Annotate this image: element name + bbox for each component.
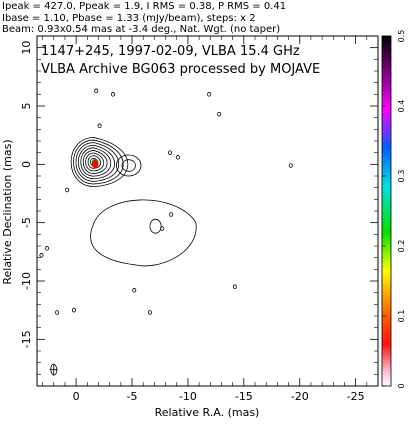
x-axis-label: Relative R.A. (mas) <box>155 406 260 419</box>
colorbar-tick-label: 0.3 <box>397 170 406 183</box>
noise-contour <box>217 111 222 117</box>
noise-contour <box>71 307 76 313</box>
y-tick-label: -5 <box>20 217 33 228</box>
noise-contour <box>45 246 50 251</box>
colorbar-tick-label: 0.2 <box>397 240 406 253</box>
header-line-1: Ipeak = 427.0, Ppeak = 1.9, I RMS = 0.38… <box>2 1 286 12</box>
colorbar-tick-label: 0.1 <box>397 310 406 323</box>
colorbar-ticks: 0 0.1 0.2 0.3 0.4 0.5 <box>382 30 406 389</box>
x-tick-label: -15 <box>235 390 253 403</box>
plot-title-line-1: 1147+245, 1997-02-09, VLBA 15.4 GHz <box>41 44 300 59</box>
plot-frame <box>36 35 379 387</box>
axis-ticks: 0 -5 -10 -15 -20 -25 10 5 0 -5 -10 -15 <box>20 35 379 403</box>
core-contour <box>73 139 124 185</box>
noise-contour <box>175 155 180 160</box>
beam-ellipse <box>49 363 58 376</box>
core-contour <box>70 137 129 187</box>
x-tick-label: -5 <box>127 390 138 403</box>
colorbar-tick-label: 0 <box>397 383 406 388</box>
y-tick-label: 5 <box>20 103 33 110</box>
core-contour <box>82 150 108 174</box>
noise-contour <box>160 226 165 231</box>
header-line-3: Beam: 0.93x0.54 mas at -3.4 deg., Nat. W… <box>2 24 280 35</box>
polarization-peak <box>92 160 99 169</box>
noise-contour <box>147 310 152 315</box>
core-contour <box>75 142 120 182</box>
y-tick-label: 10 <box>20 41 33 55</box>
jet-component-contour <box>149 218 162 234</box>
header-line-2: Ibase = 1.10, Pbase = 1.33 (mJy/beam), s… <box>2 13 256 24</box>
core-contour <box>80 147 112 177</box>
polarization-blob <box>91 158 99 169</box>
y-tick-label: -10 <box>20 272 33 290</box>
noise-features <box>39 88 293 315</box>
jet-component-contour <box>90 199 197 267</box>
core-contour <box>85 152 105 172</box>
noise-contour <box>207 92 212 97</box>
y-tick-label: -15 <box>20 330 33 348</box>
x-tick-label: -20 <box>291 390 309 403</box>
colorbar-tick-label: 0.4 <box>397 100 406 113</box>
colorbar-tick-label: 0.5 <box>397 30 406 43</box>
core-contour <box>115 154 142 177</box>
noise-contour <box>97 123 102 129</box>
plot-title-line-2: VLBA Archive BG063 processed by MOJAVE <box>41 62 320 77</box>
core-contour <box>78 144 116 180</box>
x-tick-label: -25 <box>347 390 365 403</box>
noise-contour <box>132 288 137 293</box>
contour-map <box>39 88 293 376</box>
x-tick-label: -10 <box>179 390 197 403</box>
x-tick-label: 0 <box>73 390 80 403</box>
noise-contour <box>168 150 173 155</box>
colorbar <box>381 35 392 387</box>
y-axis-label: Relative Declination (mas) <box>1 139 14 284</box>
contour-lines <box>70 137 197 267</box>
y-tick-label: 0 <box>20 161 33 168</box>
noise-contour <box>94 88 99 94</box>
noise-contour <box>169 212 174 217</box>
core-contour <box>121 159 136 172</box>
noise-contour <box>39 253 44 258</box>
noise-contour <box>65 187 70 193</box>
noise-contour <box>111 92 116 97</box>
core-contour <box>87 155 102 169</box>
noise-contour <box>288 163 293 168</box>
noise-contour <box>55 310 60 315</box>
noise-contour <box>232 284 237 290</box>
